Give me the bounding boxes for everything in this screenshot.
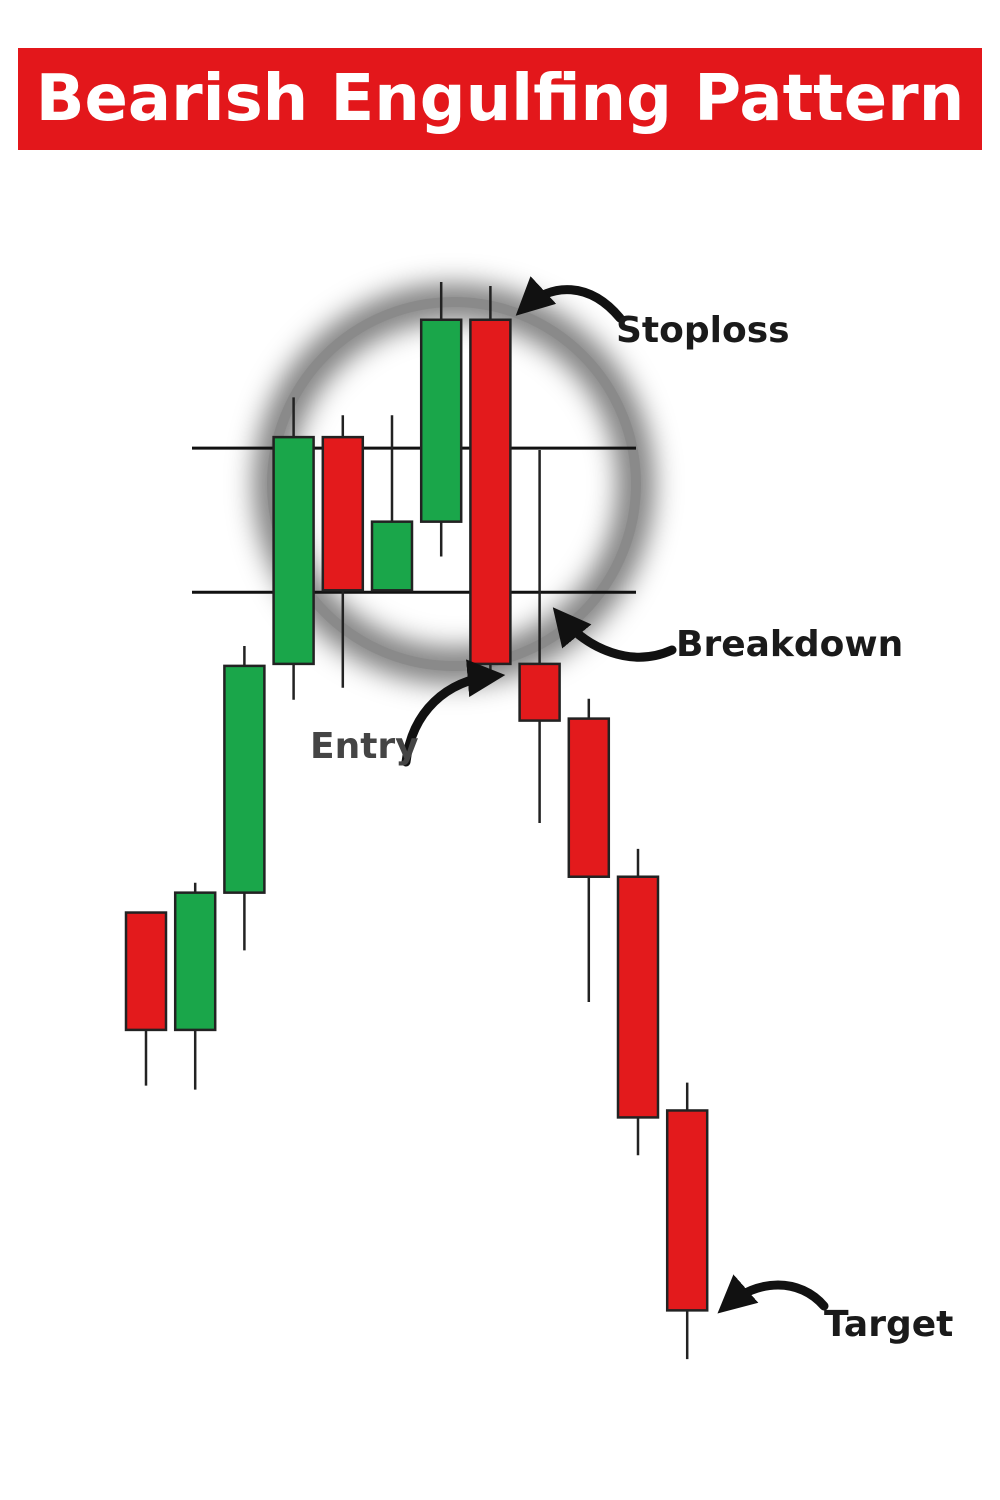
candle-body-bull	[173, 891, 217, 1032]
horizontal-levels	[192, 446, 636, 594]
engulfing-highlight-circle	[255, 285, 653, 683]
candle-body-bull	[223, 664, 266, 894]
target-arrow	[717, 1274, 829, 1314]
candle-body-bear	[321, 435, 365, 592]
candle-1	[124, 911, 168, 1086]
candle-6	[370, 415, 414, 592]
candle-body-bear	[665, 1109, 709, 1312]
candle-2	[173, 882, 217, 1090]
candle-body-bull	[370, 520, 414, 592]
candle-body-bear	[469, 318, 512, 666]
candle-11	[616, 848, 660, 1156]
stoploss-arrow	[515, 276, 625, 323]
candles	[124, 281, 709, 1360]
candle-body-bull	[419, 318, 463, 523]
candle-12	[665, 1082, 709, 1360]
candle-body-bear	[616, 875, 660, 1119]
candle-body-bull	[272, 435, 315, 666]
breakdown-arrow	[552, 607, 677, 662]
stoploss-label: Stoploss	[616, 310, 790, 351]
entry-label: Entry	[310, 726, 419, 767]
target-label: Target	[824, 1304, 953, 1345]
candle-4	[272, 397, 315, 700]
candle-9	[518, 450, 561, 824]
candle-5	[321, 415, 365, 688]
entry-arrow	[401, 659, 506, 767]
annotation-arrows	[401, 276, 829, 1314]
page-title: Bearish Engulfing Pattern	[35, 62, 965, 136]
breakdown-label: Breakdown	[676, 624, 903, 665]
candle-3	[223, 645, 266, 951]
title-banner: Bearish Engulfing Pattern	[18, 48, 982, 150]
candle-body-bear	[567, 717, 611, 878]
candle-8	[469, 285, 512, 670]
candle-body-bear	[518, 662, 561, 722]
annotation-labels: Stoploss Breakdown Entry Target	[310, 310, 953, 1345]
candle-body-bear	[124, 911, 168, 1032]
candle-7	[419, 281, 463, 557]
candle-10	[567, 698, 611, 1003]
